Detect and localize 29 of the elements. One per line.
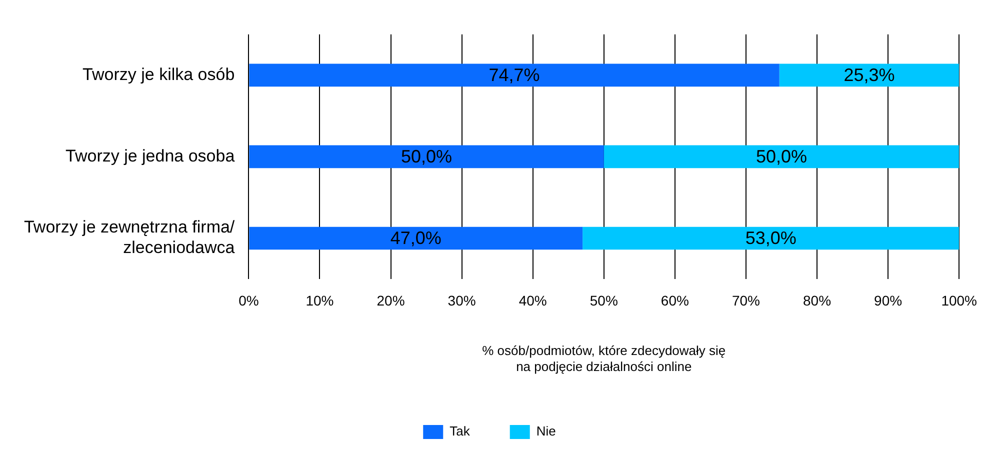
legend-label: Tak <box>450 424 470 439</box>
data-label: 47,0% <box>390 228 442 248</box>
bar <box>249 145 604 168</box>
y-tick-label: Tworzy je jedna osoba <box>66 146 236 166</box>
y-tick-label: Tworzy je zewnętrzna firma/ zleceniodawca <box>24 218 236 258</box>
x-tick-label: 60% <box>660 292 689 308</box>
bar <box>604 145 960 168</box>
y-tick-label: Tworzy je kilka osób <box>82 64 235 84</box>
bar <box>779 64 960 87</box>
x-tick-label: 50% <box>590 292 618 308</box>
data-label: 53,0% <box>745 228 796 248</box>
bar <box>582 226 960 250</box>
x-tick-label: 10% <box>306 292 334 308</box>
data-label: 25,3% <box>844 65 895 86</box>
x-tick-label: 70% <box>732 292 760 308</box>
x-tick-label: 40% <box>518 292 547 308</box>
data-label: 50,0% <box>756 146 808 167</box>
data-label: 50,0% <box>401 146 452 167</box>
legend-label: Nie <box>536 424 556 439</box>
x-tick-label: 100% <box>941 292 978 308</box>
x-tick-label: 80% <box>802 292 832 308</box>
data-label: 74,7% <box>488 65 540 86</box>
x-tick-label: 0% <box>238 292 259 308</box>
bar <box>249 64 780 87</box>
x-tick-label: 90% <box>874 292 902 308</box>
x-tick-label: 20% <box>376 292 405 308</box>
bar <box>249 226 583 250</box>
x-tick-label: 30% <box>448 292 476 308</box>
x-axis-title: % osób/podmiotów, które zdecydowały się na podjęcie działalności online <box>482 343 726 374</box>
